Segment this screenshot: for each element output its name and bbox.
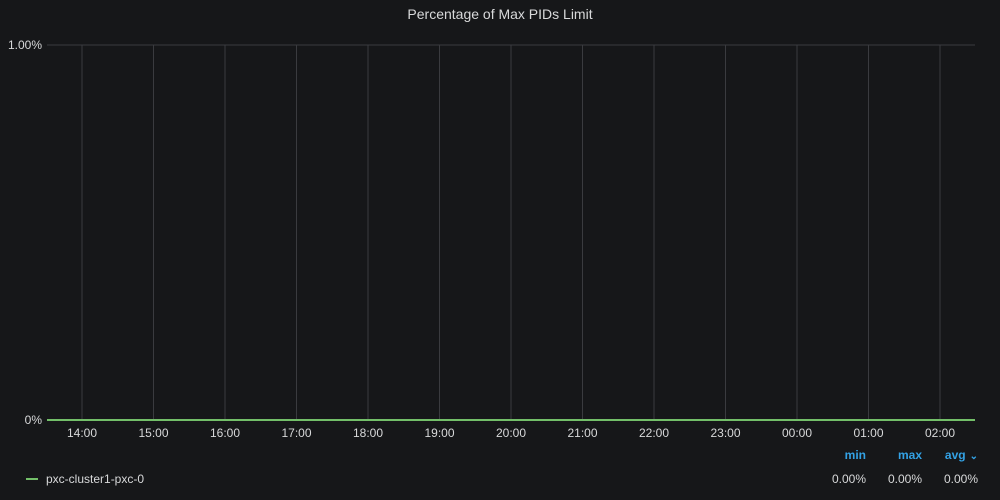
x-tick-label: 17:00 (281, 426, 311, 440)
x-tick-label: 19:00 (424, 426, 454, 440)
legend-row: pxc-cluster1-pxc-0 0.00% 0.00% 0.00% (26, 471, 978, 487)
y-tick-label: 1.00% (8, 38, 42, 52)
grid-lines (47, 44, 975, 421)
legend-value-min: 0.00% (831, 472, 866, 486)
x-tick-label: 01:00 (853, 426, 883, 440)
legend-header-avg[interactable]: avg ⌄ (922, 448, 978, 462)
legend-value-max: 0.00% (887, 472, 922, 486)
y-tick-label: 0% (25, 413, 43, 427)
chart-plot[interactable]: 0% 1.00% 14:00 15:00 16:00 17:00 18:00 19:00 20:… (0, 0, 1000, 440)
x-tick-label: 23:00 (710, 426, 740, 440)
x-tick-label: 16:00 (210, 426, 240, 440)
x-tick-label: 15:00 (138, 426, 168, 440)
series-color-swatch[interactable] (26, 478, 38, 480)
x-tick-label: 18:00 (353, 426, 383, 440)
legend-value-avg: 0.00% (943, 472, 978, 486)
legend-header-max[interactable]: max (897, 448, 922, 462)
axes: 0% 1.00% 14:00 15:00 16:00 17:00 18:00 19:00 20:… (8, 38, 955, 440)
x-tick-label: 22:00 (639, 426, 669, 440)
chevron-down-icon: ⌄ (969, 451, 978, 462)
x-tick-label: 21:00 (567, 426, 597, 440)
legend-header-min[interactable]: min (844, 448, 866, 462)
panel-title[interactable]: Percentage of Max PIDs Limit (407, 6, 593, 22)
x-tick-label: 00:00 (782, 426, 812, 440)
legend-header: min max avg ⌄ (826, 448, 978, 462)
legend: min max avg ⌄ pxc-cluster1-pxc-0 0.00% 0.… (0, 440, 1000, 500)
x-tick-label: 14:00 (67, 426, 97, 440)
x-tick-label: 02:00 (925, 426, 955, 440)
x-tick-label: 20:00 (496, 426, 526, 440)
legend-header-avg-label: avg (944, 448, 966, 462)
legend-series-name[interactable]: pxc-cluster1-pxc-0 (46, 472, 145, 486)
